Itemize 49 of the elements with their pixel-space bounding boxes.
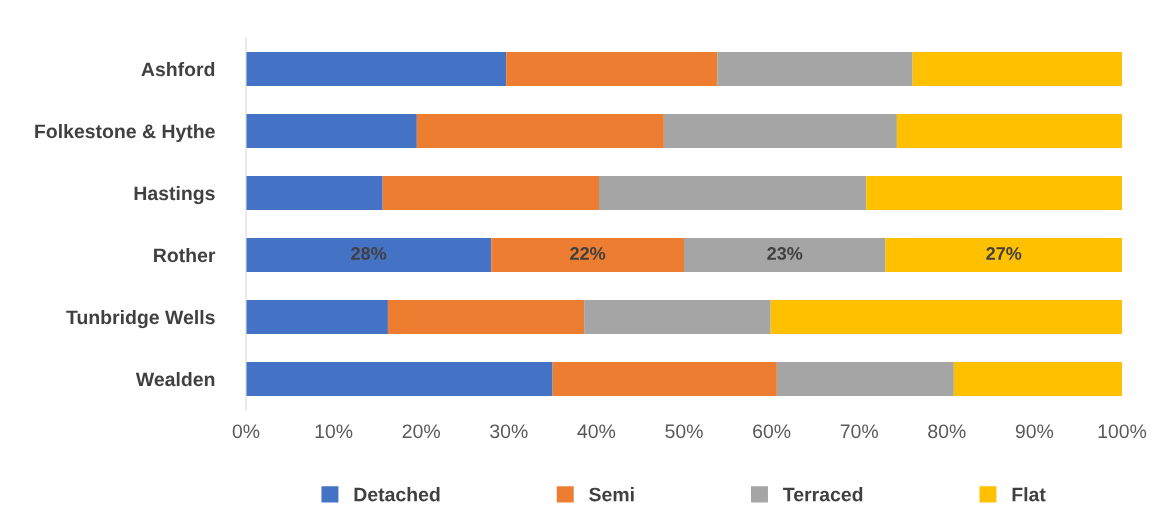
bar: [246, 51, 507, 87]
bar: [246, 299, 388, 335]
bar: [663, 113, 897, 149]
x-tick-label: 30%: [490, 424, 528, 439]
bar: [953, 361, 1122, 397]
legend-label: Terraced: [783, 487, 863, 502]
bar: [387, 299, 585, 335]
legend-label: Flat: [1012, 487, 1046, 502]
bar: [491, 237, 684, 273]
bar: [776, 361, 954, 397]
x-tick-label: 80%: [928, 424, 966, 439]
bar: [246, 175, 383, 211]
y-tick-label: Tunbridge Wells: [66, 309, 215, 329]
bar: [717, 51, 913, 87]
x-tick-label: 90%: [1015, 424, 1054, 439]
bar: [416, 113, 664, 149]
data-label: 22%: [570, 247, 606, 260]
y-tick-label: Ashford: [141, 61, 215, 77]
x-tick-label: 40%: [577, 424, 616, 439]
bar: [885, 237, 1122, 273]
bar: [552, 361, 777, 397]
x-tick-label: 20%: [402, 424, 440, 439]
x-tick-label: 70%: [840, 424, 878, 439]
y-tick-label: Folkestone & Hythe: [35, 123, 215, 143]
bar: [246, 361, 553, 397]
x-tick-label: 60%: [753, 424, 791, 439]
bar: [246, 237, 492, 273]
data-label: 28%: [351, 247, 387, 260]
y-tick-label: Wealden: [135, 371, 215, 387]
bar: [866, 175, 1122, 211]
bar: [684, 237, 886, 273]
y-tick-label: Rother: [154, 247, 216, 263]
data-label: 23%: [767, 247, 803, 260]
bar: [599, 175, 867, 211]
y-tick-label: Hastings: [134, 185, 215, 205]
bar: [912, 51, 1122, 87]
data-label: 27%: [986, 247, 1022, 260]
bar: [506, 51, 718, 87]
x-tick-label: 10%: [315, 424, 353, 439]
bar: [770, 299, 1122, 335]
x-tick-label: 100%: [1098, 424, 1147, 439]
legend-label: Semi: [589, 487, 634, 502]
bar: [246, 113, 417, 149]
bar: [584, 299, 771, 335]
bar: [382, 175, 600, 211]
x-tick-label: 0%: [232, 424, 260, 439]
bar: [896, 113, 1122, 149]
x-tick-label: 50%: [665, 424, 703, 439]
legend-label: Detached: [354, 487, 440, 502]
